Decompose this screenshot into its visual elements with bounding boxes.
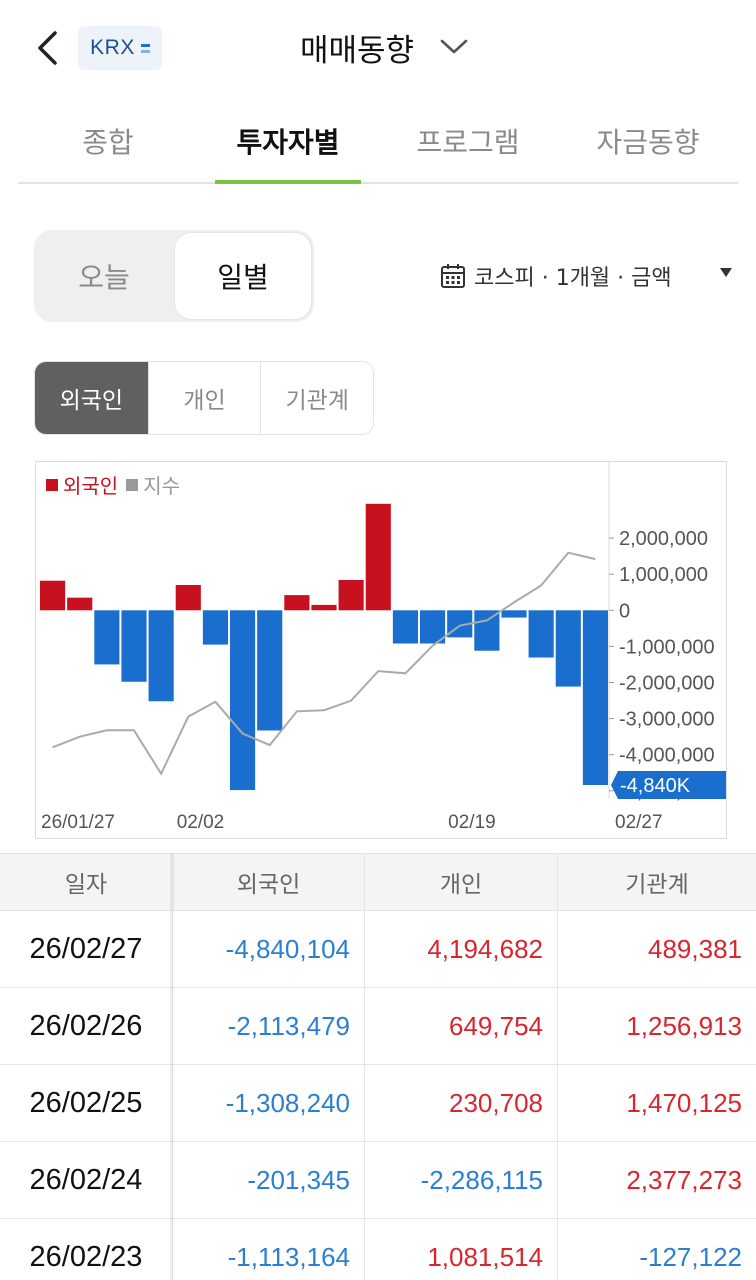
current-value-tag: [611, 771, 726, 800]
foreign-flow-chart: 2,000,000 1,000,000 0 -1,000,000 -2,000,000 -…: [35, 461, 727, 839]
back-arrow-icon: [38, 31, 57, 65]
chip-individual[interactable]: 개인: [147, 362, 261, 434]
foreign-bar[interactable]: [40, 580, 66, 611]
period-daily[interactable]: 일별: [175, 233, 311, 319]
row-foreign: -201,345: [172, 1142, 364, 1218]
index-line: [52, 551, 596, 776]
chart-canvas: 2,000,000 1,000,000 0 -1,000,000 -2,000,000 -…: [40, 462, 726, 833]
row-date: 26/02/27: [29, 932, 143, 965]
foreign-bar[interactable]: [67, 597, 93, 611]
tab-program[interactable]: 프로그램: [416, 126, 520, 159]
legend-index: 지수: [126, 470, 180, 499]
foreign-bar[interactable]: [582, 610, 608, 786]
y-tick-label: 1,000,000: [619, 564, 708, 586]
foreign-bar[interactable]: [555, 610, 581, 687]
foreign-bar[interactable]: [392, 610, 418, 644]
flag-icon: [140, 43, 150, 53]
main-tabs: 종합 투자자별 프로그램 자금동향: [18, 100, 738, 184]
row-date: 26/02/26: [29, 1009, 143, 1042]
row-institution: -127,122: [557, 1219, 756, 1280]
row-individual: 1,081,514: [364, 1219, 557, 1280]
row-individual: 230,708: [364, 1065, 557, 1141]
x-tick-label: 02/19: [448, 812, 496, 833]
foreign-bar[interactable]: [230, 610, 256, 791]
investor-chips: 외국인 개인 기관계: [34, 361, 374, 435]
period-today[interactable]: 오늘: [78, 261, 130, 294]
row-individual: 4,194,682: [364, 911, 557, 987]
foreign-bar[interactable]: [202, 610, 228, 645]
row-institution: 489,381: [557, 911, 756, 987]
tab-summary[interactable]: 종합: [82, 126, 134, 159]
foreign-bar[interactable]: [284, 595, 310, 611]
header-date[interactable]: 일자: [64, 872, 108, 898]
table-row[interactable]: 26/02/26 -2,113,479 649,754 1,256,913: [0, 988, 756, 1065]
y-tick-label: -2,000,000: [619, 672, 715, 694]
row-foreign: -4,840,104: [172, 911, 364, 987]
period-toggle: 오늘 일별: [34, 230, 314, 322]
back-button[interactable]: [22, 22, 72, 74]
row-individual: -2,286,115: [364, 1142, 557, 1218]
table-header: 일자 외국인 개인 기관계: [0, 853, 756, 911]
table-row[interactable]: 26/02/24 -201,345 -2,286,115 2,377,273: [0, 1142, 756, 1219]
foreign-bar[interactable]: [420, 610, 446, 644]
foreign-bar[interactable]: [501, 610, 527, 618]
table-row[interactable]: 26/02/27 -4,840,104 4,194,682 489,381: [0, 911, 756, 988]
x-tick-label: 02/02: [177, 812, 225, 833]
row-foreign: -1,113,164: [172, 1219, 364, 1280]
investor-table: 일자 외국인 개인 기관계 26/02/27 -4,840,104 4,194,68…: [0, 853, 756, 1280]
foreign-bar[interactable]: [338, 579, 364, 611]
chip-foreign[interactable]: 외국인: [35, 362, 148, 434]
foreign-bar[interactable]: [311, 604, 337, 611]
calendar-icon: [441, 264, 465, 288]
y-tick-label: -4,000,000: [619, 745, 715, 767]
header-individual[interactable]: 개인: [364, 854, 557, 910]
chevron-down-icon: [440, 39, 468, 54]
row-date: 26/02/24: [29, 1163, 143, 1196]
row-date: 26/02/23: [29, 1240, 143, 1273]
chip-institution[interactable]: 기관계: [260, 362, 373, 434]
foreign-bar[interactable]: [94, 610, 120, 665]
x-tick-label: 02/27: [615, 812, 663, 833]
foreign-bar[interactable]: [175, 585, 201, 611]
foreign-bar[interactable]: [121, 610, 147, 682]
y-tick-label: 0: [619, 600, 630, 622]
filter-label: 코스피 · 1개월 · 금액: [474, 266, 672, 291]
row-institution: 1,256,913: [557, 988, 756, 1064]
row-foreign: -2,113,479: [172, 988, 364, 1064]
foreign-bar[interactable]: [148, 610, 174, 702]
row-institution: 1,470,125: [557, 1065, 756, 1141]
legend-foreign: 외국인: [46, 470, 118, 499]
foreign-bar[interactable]: [365, 503, 391, 611]
exchange-label: KRX: [90, 36, 135, 59]
current-value-label: -4,840K: [620, 775, 691, 797]
foreign-bar[interactable]: [257, 610, 283, 731]
table-body: 26/02/27 -4,840,104 4,194,682 489,381 26/02/…: [0, 911, 756, 1280]
foreign-bar[interactable]: [474, 610, 500, 651]
chart-legend: 외국인 지수: [46, 470, 180, 499]
header-institution[interactable]: 기관계: [557, 854, 756, 910]
y-tick-label: 2,000,000: [619, 528, 708, 550]
tab-by-investor[interactable]: 투자자별: [198, 100, 378, 184]
table-row[interactable]: 26/02/23 -1,113,164 1,081,514 -127,122: [0, 1219, 756, 1280]
row-individual: 649,754: [364, 988, 557, 1064]
header: KRX 매매동향: [0, 0, 756, 96]
title-dropdown[interactable]: 매매동향: [300, 22, 468, 72]
y-tick-label: -1,000,000: [619, 636, 715, 658]
y-tick-label: -3,000,000: [619, 709, 715, 731]
header-foreign[interactable]: 외국인: [172, 854, 364, 910]
tab-fund-flow[interactable]: 자금동향: [596, 126, 700, 159]
foreign-bar[interactable]: [528, 610, 554, 658]
row-foreign: -1,308,240: [172, 1065, 364, 1141]
caret-down-icon[interactable]: [720, 268, 732, 277]
row-institution: 2,377,273: [557, 1142, 756, 1218]
x-tick-label: 26/01/27: [41, 812, 115, 833]
row-date: 26/02/25: [29, 1086, 143, 1119]
market-period-filter[interactable]: 코스피 · 1개월 · 금액: [440, 254, 672, 298]
table-row[interactable]: 26/02/25 -1,308,240 230,708 1,470,125: [0, 1065, 756, 1142]
page-title: 매매동향: [300, 32, 415, 69]
exchange-badge[interactable]: KRX: [78, 26, 162, 70]
